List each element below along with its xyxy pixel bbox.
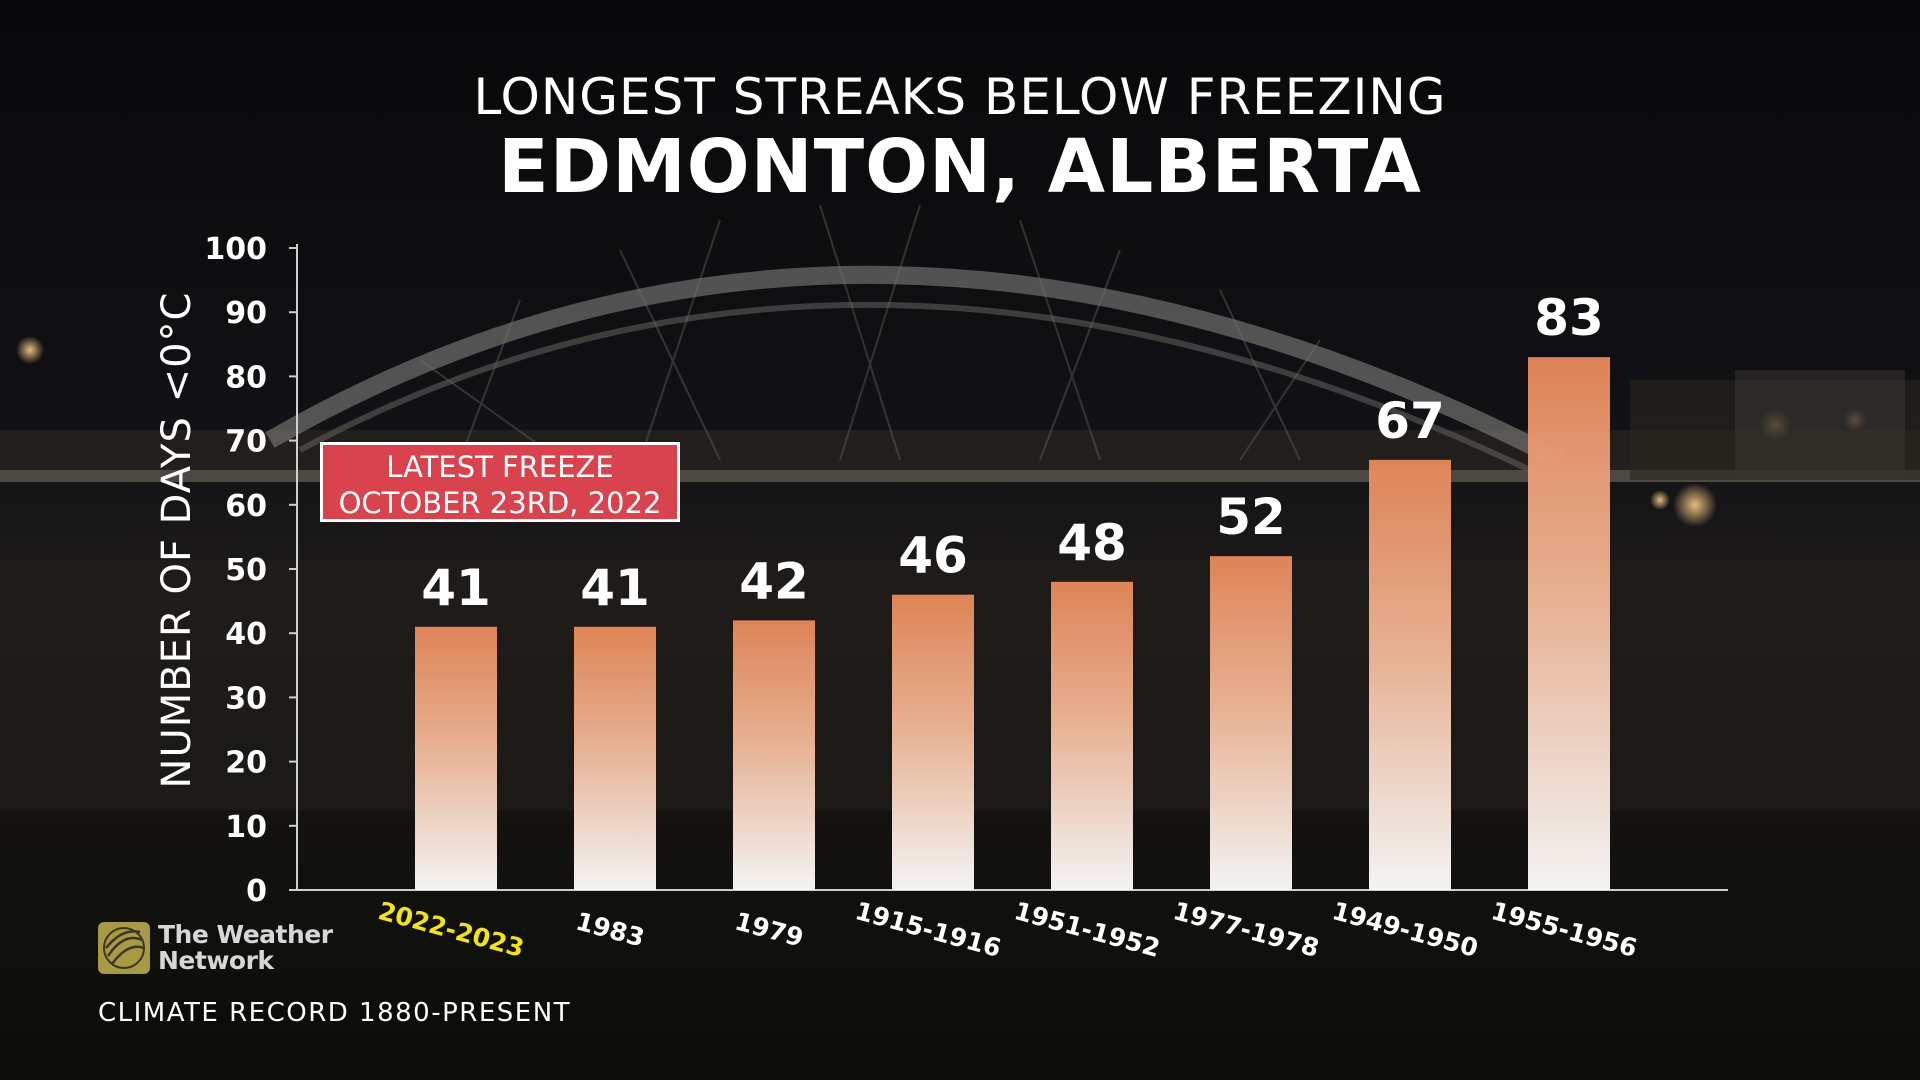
x-tick-label: 1979: [732, 907, 807, 953]
y-tick-label: 30: [225, 681, 267, 716]
x-tick-label: 1983: [573, 907, 648, 953]
y-tick-label: 40: [225, 617, 267, 652]
weather-network-logo-icon: [98, 922, 150, 974]
y-tick-label: 20: [225, 746, 267, 781]
bar-value-label: 42: [739, 552, 809, 610]
x-tick-label: 1951-1952: [1011, 896, 1163, 963]
annotation-line1: LATEST FREEZE: [386, 450, 614, 484]
bar: [1369, 459, 1451, 890]
x-tick-label: 1977-1978: [1170, 896, 1322, 963]
y-tick-label: 10: [225, 810, 267, 845]
bar: [415, 626, 497, 890]
y-tick-label: 60: [225, 489, 267, 524]
bar: [1210, 556, 1292, 890]
bar-value-label: 48: [1057, 514, 1127, 572]
annotation-line2: OCTOBER 23RD, 2022: [338, 486, 662, 520]
x-tick-label: 1915-1916: [852, 896, 1004, 963]
y-tick-label: 100: [204, 232, 267, 267]
x-tick-label: 1949-1950: [1329, 896, 1481, 963]
bar: [733, 620, 815, 890]
bar: [1528, 357, 1610, 890]
bar-value-label: 46: [898, 527, 968, 585]
logo-text-line2: Network: [158, 946, 274, 975]
latest-freeze-annotation: LATEST FREEZE OCTOBER 23RD, 2022: [320, 442, 680, 522]
y-tick-label: 0: [246, 874, 267, 909]
y-tick-label: 80: [225, 360, 267, 395]
bar-value-label: 67: [1375, 392, 1445, 450]
y-tick-label: 70: [225, 425, 267, 460]
bar-value-label: 83: [1534, 289, 1604, 347]
bar: [574, 626, 656, 890]
weather-network-logo-text: The Weather Network: [158, 922, 333, 974]
y-axis-label: NUMBER OF DAYS <0°C: [154, 291, 200, 789]
x-tick-label: 2022-2023: [375, 896, 527, 963]
bar-value-label: 52: [1216, 488, 1286, 546]
y-tick-label: 50: [225, 553, 267, 588]
chart-title: LONGEST STREAKS BELOW FREEZING: [473, 68, 1447, 126]
weather-network-logo: The Weather Network: [98, 922, 333, 974]
climate-record-footer: CLIMATE RECORD 1880-PRESENT: [98, 998, 572, 1028]
x-tick-label: 1955-1956: [1488, 896, 1640, 963]
bar: [1051, 581, 1133, 890]
bar: [892, 594, 974, 890]
logo-text-line1: The Weather: [158, 920, 333, 949]
bar-value-label: 41: [580, 559, 650, 617]
bar-value-label: 41: [421, 559, 491, 617]
y-tick-label: 90: [225, 296, 267, 331]
chart-subtitle: EDMONTON, ALBERTA: [498, 124, 1422, 210]
